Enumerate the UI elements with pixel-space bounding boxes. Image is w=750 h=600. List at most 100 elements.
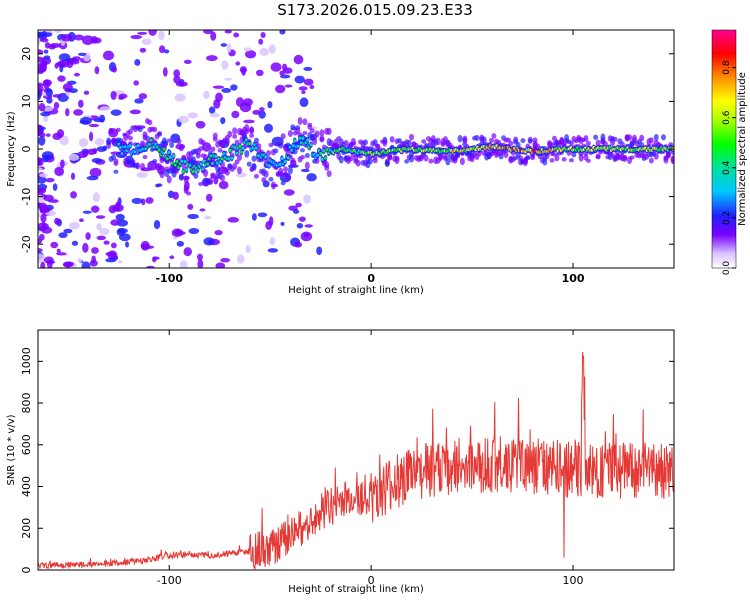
spectrogram-noise-cell <box>263 123 274 133</box>
spectrogram-noise-cell <box>95 215 106 219</box>
spectrogram-noise-cell <box>197 259 204 268</box>
spectrogram-noise-cell <box>306 173 317 182</box>
spectrogram-ridge-core <box>175 159 179 164</box>
spectrogram-halo-cell <box>343 140 349 146</box>
spectrogram-noise-cell <box>233 32 240 38</box>
spectrogram-noise-cell <box>224 77 233 81</box>
spectrogram-noise-cell <box>59 64 64 73</box>
spectrogram-halo-cell <box>210 172 216 179</box>
spectrogram-noise-cell <box>118 93 128 99</box>
spectrogram-noise-cell <box>38 103 46 112</box>
spectrogram-noise-cell <box>294 241 303 248</box>
spectrogram-halo-cell <box>670 155 674 164</box>
spectrogram-noise-cell <box>145 197 154 204</box>
spectrogram-halo-cell <box>585 158 591 163</box>
spectrogram-halo-cell <box>491 133 497 139</box>
spectrogram-halo-cell <box>178 144 184 152</box>
spectrogram-ridge-core <box>202 159 206 163</box>
spectrogram-ridge-core <box>293 139 297 143</box>
spectrogram-halo-cell <box>266 150 272 157</box>
spectrogram-ridge-core <box>322 149 326 153</box>
spectrogram-noise-cell <box>105 251 116 257</box>
spectrogram-noise-cell <box>303 78 314 86</box>
spectrogram-noise-cell <box>38 37 41 46</box>
spectrogram-noise-cell <box>38 253 46 264</box>
spectrogram-halo-cell <box>215 165 221 172</box>
spectrogram-halo-cell <box>152 159 158 164</box>
spectrogram-noise-cell <box>220 257 231 263</box>
spectrogram-halo-cell <box>326 170 332 178</box>
spectrogram-noise-cell <box>251 213 257 221</box>
spectrogram-halo-cell <box>106 137 112 146</box>
spectrogram-noise-cell <box>221 60 229 70</box>
colorbar-tick-label: 0.0 <box>722 261 732 276</box>
spectrogram-halo-cell <box>161 137 167 145</box>
spectrogram-noise-cell <box>203 237 215 246</box>
spectrogram-ridge-core <box>227 157 230 161</box>
colorbar-tick-label: 0.4 <box>722 160 732 175</box>
spectrogram-noise-cell <box>110 109 122 116</box>
spectrogram-noise-cell <box>45 177 55 183</box>
spectrogram-noise-cell <box>63 228 73 234</box>
spectrogram-noise-cell <box>42 115 49 122</box>
spectrogram-noise-cell <box>118 233 131 242</box>
spectrogram-noise-cell <box>71 240 79 246</box>
colorbar-tick-label: 0.8 <box>722 60 732 75</box>
spectrogram-noise-cell <box>235 61 241 66</box>
spectrogram-ridge-core <box>306 138 310 142</box>
spectrogram-noise-cell <box>91 247 99 254</box>
spectrogram-halo-cell <box>169 141 175 148</box>
spectrogram-noise-cell <box>156 183 163 187</box>
spectrogram-ridge-core <box>133 150 137 154</box>
spectrogram-halo-cell <box>384 160 390 166</box>
spectrogram-halo-cell <box>190 156 196 164</box>
spectrogram-halo-cell <box>554 154 560 162</box>
spectrogram-halo-cell <box>319 129 325 137</box>
spectrogram-noise-cell <box>298 86 308 91</box>
spectrogram-noise-cell <box>68 153 80 161</box>
spectrogram-noise-cell <box>99 106 111 111</box>
spectrogram-ridge-core <box>267 164 271 168</box>
spectrogram-halo-cell <box>147 119 153 126</box>
spectrogram-noise-cell <box>39 205 48 214</box>
spectrogram-noise-cell <box>38 49 44 55</box>
spectrogram-halo-cell <box>241 132 247 138</box>
spectrogram-halo-cell <box>140 163 146 171</box>
spectrogram-halo-cell <box>648 157 654 164</box>
spectrogram-noise-cell <box>269 237 275 246</box>
spectrogram-halo-cell <box>304 161 310 170</box>
spectrogram-noise-cell <box>175 81 188 87</box>
spectrogram-ridge-core <box>291 144 295 148</box>
spectrogram-ridge-core <box>169 155 172 160</box>
spectrogram-noise-cell <box>96 146 107 152</box>
spectrogram-ridge-core <box>254 146 258 150</box>
spectrogram-halo-cell <box>309 128 315 134</box>
spectrogram-y-tick-label: 20 <box>20 47 33 61</box>
spectrogram-noise-cell <box>236 254 245 264</box>
spectrogram-noise-cell <box>268 216 274 227</box>
spectrogram-noise-cell <box>141 38 152 45</box>
spectrogram-halo-cell <box>585 140 591 146</box>
spectrogram-x-tick-label: 100 <box>562 272 585 285</box>
spectrogram-noise-cell <box>300 168 310 173</box>
snr-x-tick-label: 0 <box>368 574 375 587</box>
spectrogram-noise-cell <box>93 37 102 44</box>
spectrogram-noise-cell <box>38 31 47 38</box>
spectrogram-noise-cell <box>259 107 265 112</box>
spectrogram-halo-cell <box>212 132 218 139</box>
spectrogram-noise-cell <box>38 233 45 241</box>
spectrogram-halo-cell <box>549 158 555 163</box>
spectrogram-noise-cell <box>258 38 264 45</box>
chart-title: S173.2026.015.09.23.E33 <box>277 1 473 19</box>
spectrogram-noise-cell <box>39 173 48 178</box>
spectrogram-noise-cell <box>183 247 192 257</box>
spectrogram-ridge-core <box>215 161 219 165</box>
spectrogram-halo-cell <box>595 154 601 160</box>
spectrogram-halo-cell <box>299 148 305 153</box>
spectrogram-halo-cell <box>290 157 296 163</box>
spectrogram-noise-cell <box>173 231 186 236</box>
spectrogram-ridge-core <box>286 156 290 160</box>
spectrogram-noise-cell <box>270 62 282 72</box>
spectrogram-ridge-core <box>248 141 251 146</box>
spectrogram-x-tick-label: -100 <box>155 272 183 285</box>
